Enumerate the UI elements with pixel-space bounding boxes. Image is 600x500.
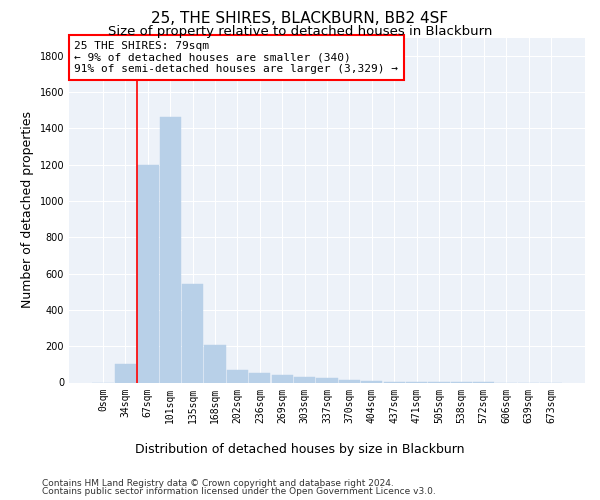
Bar bbox=[361, 380, 382, 382]
Text: 25, THE SHIRES, BLACKBURN, BB2 4SF: 25, THE SHIRES, BLACKBURN, BB2 4SF bbox=[151, 11, 449, 26]
Bar bbox=[137, 164, 158, 382]
Text: Contains public sector information licensed under the Open Government Licence v3: Contains public sector information licen… bbox=[42, 487, 436, 496]
Bar bbox=[160, 118, 181, 382]
Bar bbox=[294, 377, 315, 382]
Bar bbox=[316, 378, 338, 382]
Bar bbox=[249, 374, 271, 382]
Bar bbox=[272, 375, 293, 382]
Text: Size of property relative to detached houses in Blackburn: Size of property relative to detached ho… bbox=[108, 25, 492, 38]
Bar bbox=[182, 284, 203, 382]
Y-axis label: Number of detached properties: Number of detached properties bbox=[21, 112, 34, 308]
Bar bbox=[227, 370, 248, 382]
Text: 25 THE SHIRES: 79sqm
← 9% of detached houses are smaller (340)
91% of semi-detac: 25 THE SHIRES: 79sqm ← 9% of detached ho… bbox=[74, 41, 398, 74]
Bar bbox=[115, 364, 136, 382]
Text: Distribution of detached houses by size in Blackburn: Distribution of detached houses by size … bbox=[135, 442, 465, 456]
Text: Contains HM Land Registry data © Crown copyright and database right 2024.: Contains HM Land Registry data © Crown c… bbox=[42, 478, 394, 488]
Bar bbox=[339, 380, 360, 382]
Bar bbox=[205, 346, 226, 383]
